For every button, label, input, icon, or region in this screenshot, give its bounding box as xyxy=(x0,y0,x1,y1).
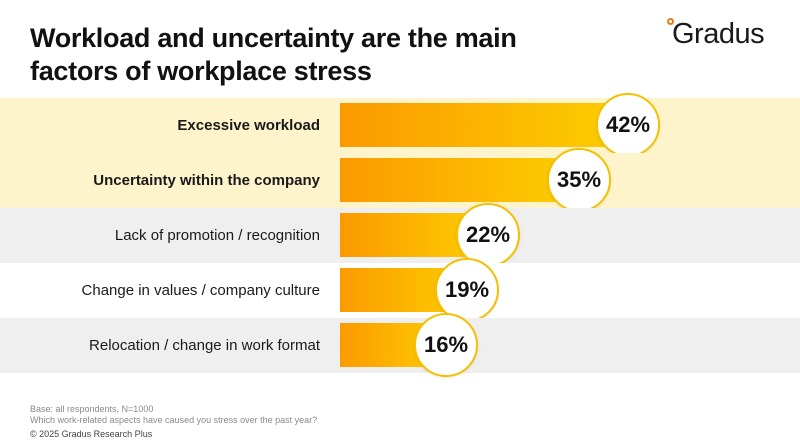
category-label: Uncertainty within the company xyxy=(93,172,320,189)
category-label: Excessive workload xyxy=(177,117,320,134)
category-label: Change in values / company culture xyxy=(81,282,320,299)
value-label: 16% xyxy=(414,313,478,377)
category-label: Lack of promotion / recognition xyxy=(114,227,320,244)
copyright: © 2025 Gradus Research Plus xyxy=(30,429,153,439)
footnote-base: Base: all respondents, N=1000 xyxy=(30,404,154,414)
value-label: 19% xyxy=(435,258,499,322)
category-label: Relocation / change in work format xyxy=(89,337,320,354)
chart-title: Workload and uncertainty are the main fa… xyxy=(30,23,517,86)
logo-ring-icon xyxy=(667,18,674,25)
bar xyxy=(340,158,585,202)
brand-name: Gradus xyxy=(672,18,765,50)
value-label: 22% xyxy=(456,203,520,267)
footnote-question: Which work-related aspects have caused y… xyxy=(30,415,318,425)
value-label: 35% xyxy=(547,148,611,212)
bar xyxy=(340,103,634,147)
value-label: 42% xyxy=(596,93,660,157)
brand-logo: Gradus xyxy=(660,14,790,54)
